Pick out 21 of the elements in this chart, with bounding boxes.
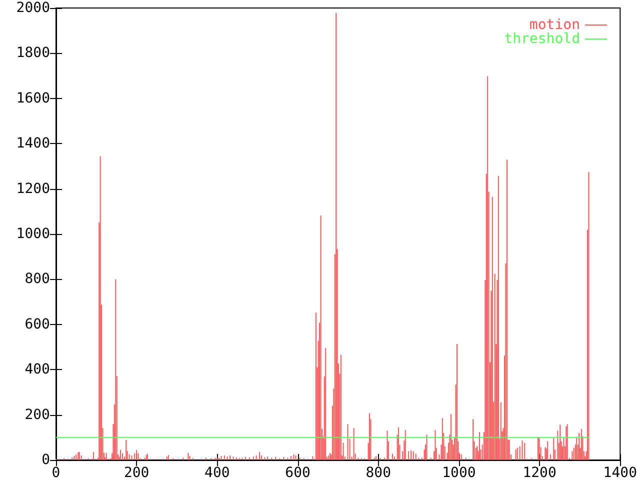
- y-tick-label: 2000: [16, 0, 50, 16]
- y-tick-label: 1200: [16, 180, 50, 197]
- legend-label: motion: [529, 17, 580, 33]
- x-tick-label: 0: [52, 465, 60, 480]
- x-tick-label: 800: [366, 465, 392, 480]
- y-tick-label: 1000: [16, 226, 50, 242]
- x-tick-label: 200: [124, 465, 150, 480]
- y-tick-label: 200: [24, 406, 50, 423]
- x-tick-label: 600: [285, 465, 310, 480]
- x-tick-label: 1000: [442, 465, 476, 480]
- y-tick-label: 1400: [16, 136, 50, 152]
- y-tick-label: 0: [42, 452, 50, 468]
- x-tick-label: 1200: [522, 465, 556, 480]
- legend-label: threshold: [504, 31, 580, 47]
- y-tick-label: 600: [24, 316, 50, 332]
- x-tick-label: 1400: [603, 465, 637, 480]
- x-tick-label: 400: [204, 465, 230, 480]
- y-tick-label: 400: [24, 362, 50, 378]
- y-tick-label: 1800: [16, 45, 50, 62]
- y-tick-label: 1600: [16, 90, 50, 106]
- y-tick-label: 800: [24, 271, 50, 288]
